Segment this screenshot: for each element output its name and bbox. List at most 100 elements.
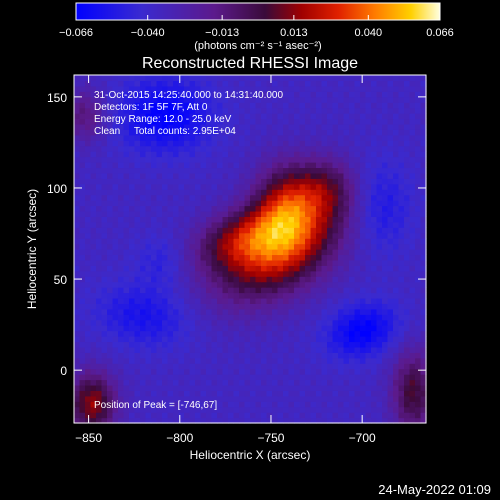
heatmap-cell <box>255 363 262 370</box>
heatmap-cell <box>233 221 240 228</box>
heatmap-cell <box>404 200 411 207</box>
heatmap-cell <box>266 210 273 217</box>
heatmap-cell <box>211 189 218 196</box>
heatmap-cell <box>266 357 273 364</box>
heatmap-cell <box>376 96 383 103</box>
heatmap-cell <box>261 113 268 120</box>
heatmap-cell <box>404 259 411 266</box>
heatmap-cell <box>420 232 427 239</box>
heatmap-cell <box>244 85 251 92</box>
heatmap-cell <box>200 221 207 228</box>
heatmap-cell <box>85 249 92 256</box>
heatmap-cell <box>266 221 273 228</box>
heatmap-cell <box>415 417 422 424</box>
heatmap-cell <box>90 406 97 413</box>
heatmap-cell <box>239 368 246 375</box>
heatmap-cell <box>228 216 235 223</box>
heatmap-cell <box>250 308 257 315</box>
heatmap-cell <box>239 325 246 332</box>
heatmap-cell <box>261 276 268 283</box>
heatmap-cell <box>129 102 136 109</box>
heatmap-cell <box>79 319 86 326</box>
heatmap-cell <box>217 243 224 250</box>
heatmap-cell <box>211 308 218 315</box>
heatmap-cell <box>371 140 378 147</box>
heatmap-cell <box>327 80 334 87</box>
heatmap-cell <box>96 384 103 391</box>
heatmap-cell <box>283 167 290 174</box>
heatmap-cell <box>107 134 114 141</box>
heatmap-cell <box>134 172 141 179</box>
heatmap-cell <box>382 172 389 179</box>
heatmap-cell <box>211 401 218 408</box>
heatmap-cell <box>404 292 411 299</box>
heatmap-cell <box>118 210 125 217</box>
heatmap-cell <box>277 118 284 125</box>
heatmap-cell <box>255 221 262 228</box>
heatmap-cell <box>393 384 400 391</box>
heatmap-cell <box>96 276 103 283</box>
heatmap-cell <box>101 178 108 185</box>
heatmap-cell <box>327 357 334 364</box>
heatmap-cell <box>371 276 378 283</box>
heatmap-cell <box>151 134 158 141</box>
heatmap-cell <box>184 200 191 207</box>
heatmap-cell <box>140 194 147 201</box>
heatmap-cell <box>277 330 284 337</box>
heatmap-cell <box>316 346 323 353</box>
heatmap-cell <box>310 368 317 375</box>
heatmap-cell <box>178 412 185 419</box>
heatmap-cell <box>349 129 356 136</box>
heatmap-cell <box>404 123 411 130</box>
heatmap-cell <box>371 341 378 348</box>
heatmap-cell <box>129 297 136 304</box>
heatmap-cell <box>327 412 334 419</box>
heatmap-cell <box>360 314 367 321</box>
heatmap-cell <box>134 374 141 381</box>
heatmap-cell <box>371 91 378 98</box>
y-tick-label: 150 <box>47 91 67 105</box>
heatmap-cell <box>387 123 394 130</box>
heatmap-cell <box>310 270 317 277</box>
heatmap-cell <box>272 102 279 109</box>
heatmap-cell <box>107 178 114 185</box>
heatmap-cell <box>239 227 246 234</box>
heatmap-cell <box>277 325 284 332</box>
heatmap-cell <box>112 336 119 343</box>
heatmap-cell <box>316 102 323 109</box>
heatmap-cell <box>112 75 119 82</box>
heatmap-cell <box>316 140 323 147</box>
heatmap-cell <box>316 151 323 158</box>
heatmap-cell <box>272 325 279 332</box>
heatmap-cell <box>354 102 361 109</box>
heatmap-cell <box>393 80 400 87</box>
heatmap-cell <box>123 227 130 234</box>
heatmap-cell <box>409 189 416 196</box>
heatmap-cell <box>211 379 218 386</box>
heatmap-cell <box>101 292 108 299</box>
heatmap-cell <box>156 238 163 245</box>
heatmap-cell <box>250 189 257 196</box>
heatmap-cell <box>140 145 147 152</box>
heatmap-cell <box>222 85 229 92</box>
heatmap-cell <box>365 243 372 250</box>
heatmap-cell <box>195 325 202 332</box>
heatmap-cell <box>140 401 147 408</box>
heatmap-cell <box>79 178 86 185</box>
heatmap-cell <box>415 238 422 245</box>
heatmap-cell <box>305 287 312 294</box>
heatmap-cell <box>393 401 400 408</box>
heatmap-cell <box>299 374 306 381</box>
heatmap-cell <box>398 205 405 212</box>
heatmap-cell <box>156 178 163 185</box>
heatmap-cell <box>365 145 372 152</box>
heatmap-cell <box>228 189 235 196</box>
heatmap-cell <box>393 352 400 359</box>
heatmap-cell <box>327 107 334 114</box>
heatmap-cell <box>200 265 207 272</box>
heatmap-cell <box>283 178 290 185</box>
heatmap-cell <box>123 183 130 190</box>
heatmap-cell <box>217 227 224 234</box>
heatmap-cell <box>239 341 246 348</box>
heatmap-cell <box>404 194 411 201</box>
